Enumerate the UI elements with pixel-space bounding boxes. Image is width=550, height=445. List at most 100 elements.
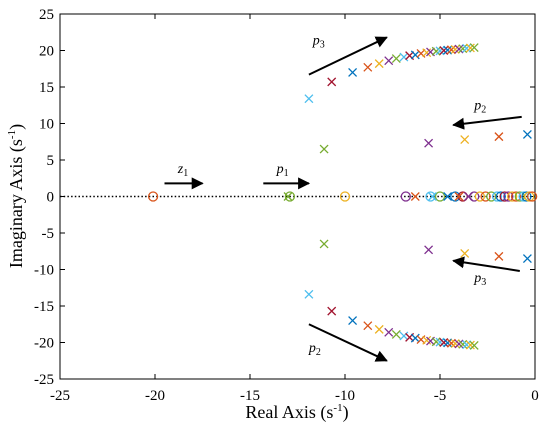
pole-marker [363, 321, 373, 331]
pole-marker [522, 129, 532, 139]
pole-marker [391, 330, 401, 339]
pole-marker [446, 45, 456, 55]
zero-marker [510, 191, 522, 202]
pole-marker [431, 337, 441, 347]
y-tick-label: -10 [34, 263, 54, 279]
pole-marker [450, 44, 460, 54]
y-tick-label: 10 [39, 117, 54, 133]
annotation-label: p3 [473, 271, 486, 288]
pole-marker [319, 144, 329, 154]
pole-marker [374, 324, 384, 334]
pole-marker [410, 192, 420, 201]
zero-marker [400, 191, 411, 202]
pole-marker [431, 46, 441, 56]
pole-marker [454, 339, 464, 349]
y-tick-label: 5 [47, 153, 55, 169]
axis-ticks [59, 13, 536, 380]
zero-marker [521, 191, 532, 202]
pole-marker [384, 327, 394, 337]
pole-marker [435, 337, 445, 347]
y-tick-label: 0 [47, 190, 55, 206]
pole-marker [348, 316, 358, 326]
x-tick-label: -10 [335, 388, 355, 404]
pole-marker [319, 239, 329, 249]
pole-marker [450, 339, 460, 349]
pole-marker [363, 62, 373, 72]
zero-marker [339, 191, 351, 202]
pole-marker [460, 135, 470, 145]
pole-marker [494, 132, 504, 142]
zero-marker [499, 191, 510, 202]
x-tick-labels: -25 -20 -15 -10 -5 0 [50, 388, 539, 404]
zero-marker [495, 191, 506, 202]
pole-marker [462, 43, 472, 53]
y-tick-label: -5 [42, 226, 55, 242]
pole-marker [462, 340, 472, 350]
zero-marker [507, 191, 518, 202]
poles-markers [283, 43, 532, 350]
pole-marker [399, 331, 409, 341]
pole-marker [410, 333, 420, 343]
annotation-label: p2 [308, 341, 321, 358]
zero-marker [434, 191, 446, 202]
x-tick-label: -5 [434, 388, 447, 404]
pole-marker [469, 340, 479, 350]
zero-marker [147, 191, 159, 202]
zero-marker [527, 191, 538, 202]
pole-marker [522, 254, 532, 264]
pole-marker [283, 192, 293, 201]
pole-marker [460, 248, 470, 258]
y-tick-label: 20 [39, 44, 54, 60]
annotation-arrow [452, 256, 520, 272]
zero-marker [491, 191, 503, 202]
y-tick-label: 15 [39, 80, 54, 96]
pole-marker [439, 46, 449, 55]
x-tick-label: -20 [145, 388, 165, 404]
pole-marker [439, 338, 449, 347]
x-tick-label: 0 [531, 388, 539, 404]
y-tick-label: -20 [34, 336, 54, 352]
pole-marker [327, 306, 337, 316]
pole-marker [464, 192, 473, 201]
annotation-label: z1 [177, 162, 188, 179]
pole-marker [304, 94, 314, 104]
zero-marker [474, 191, 486, 202]
pole-marker [458, 339, 468, 349]
annotation-arrow [308, 36, 388, 76]
y-axis-title: Imaginary Axis (s-1) [6, 124, 27, 268]
zero-marker [480, 191, 491, 202]
pole-marker [435, 46, 445, 56]
annotation-arrow [308, 323, 388, 362]
pole-marker [391, 54, 401, 63]
zero-marker [524, 191, 535, 202]
pole-marker [304, 289, 314, 299]
pole-marker [454, 192, 464, 201]
annotations: z1 p1 p3 p2 p3 p2 [164, 34, 522, 362]
zero-marker [503, 191, 514, 202]
pole-marker [327, 77, 337, 87]
y-tick-labels: -25 -20 -15 -10 -5 0 5 10 15 20 25 [34, 7, 54, 388]
zero-marker [469, 191, 480, 202]
pole-marker [399, 52, 409, 62]
pole-marker [410, 50, 420, 60]
pole-marker [465, 340, 475, 350]
x-tick-label: -15 [240, 388, 260, 404]
pole-marker [458, 44, 468, 54]
x-axis-title: Real Axis (s-1) [245, 402, 348, 423]
annotation-arrow [452, 115, 522, 130]
pole-marker [443, 192, 453, 201]
pole-marker [443, 338, 453, 348]
annotation-label: p1 [276, 162, 289, 179]
pole-marker [469, 43, 479, 53]
y-tick-label: 25 [39, 7, 54, 23]
x-tick-label: -25 [50, 388, 70, 404]
pole-marker [424, 138, 434, 148]
pole-marker [374, 59, 384, 69]
zero-marker [284, 191, 296, 202]
pole-marker [454, 44, 464, 54]
pole-marker [465, 43, 475, 53]
pole-marker [384, 56, 394, 66]
pole-marker [446, 338, 456, 348]
pole-marker [427, 192, 437, 201]
